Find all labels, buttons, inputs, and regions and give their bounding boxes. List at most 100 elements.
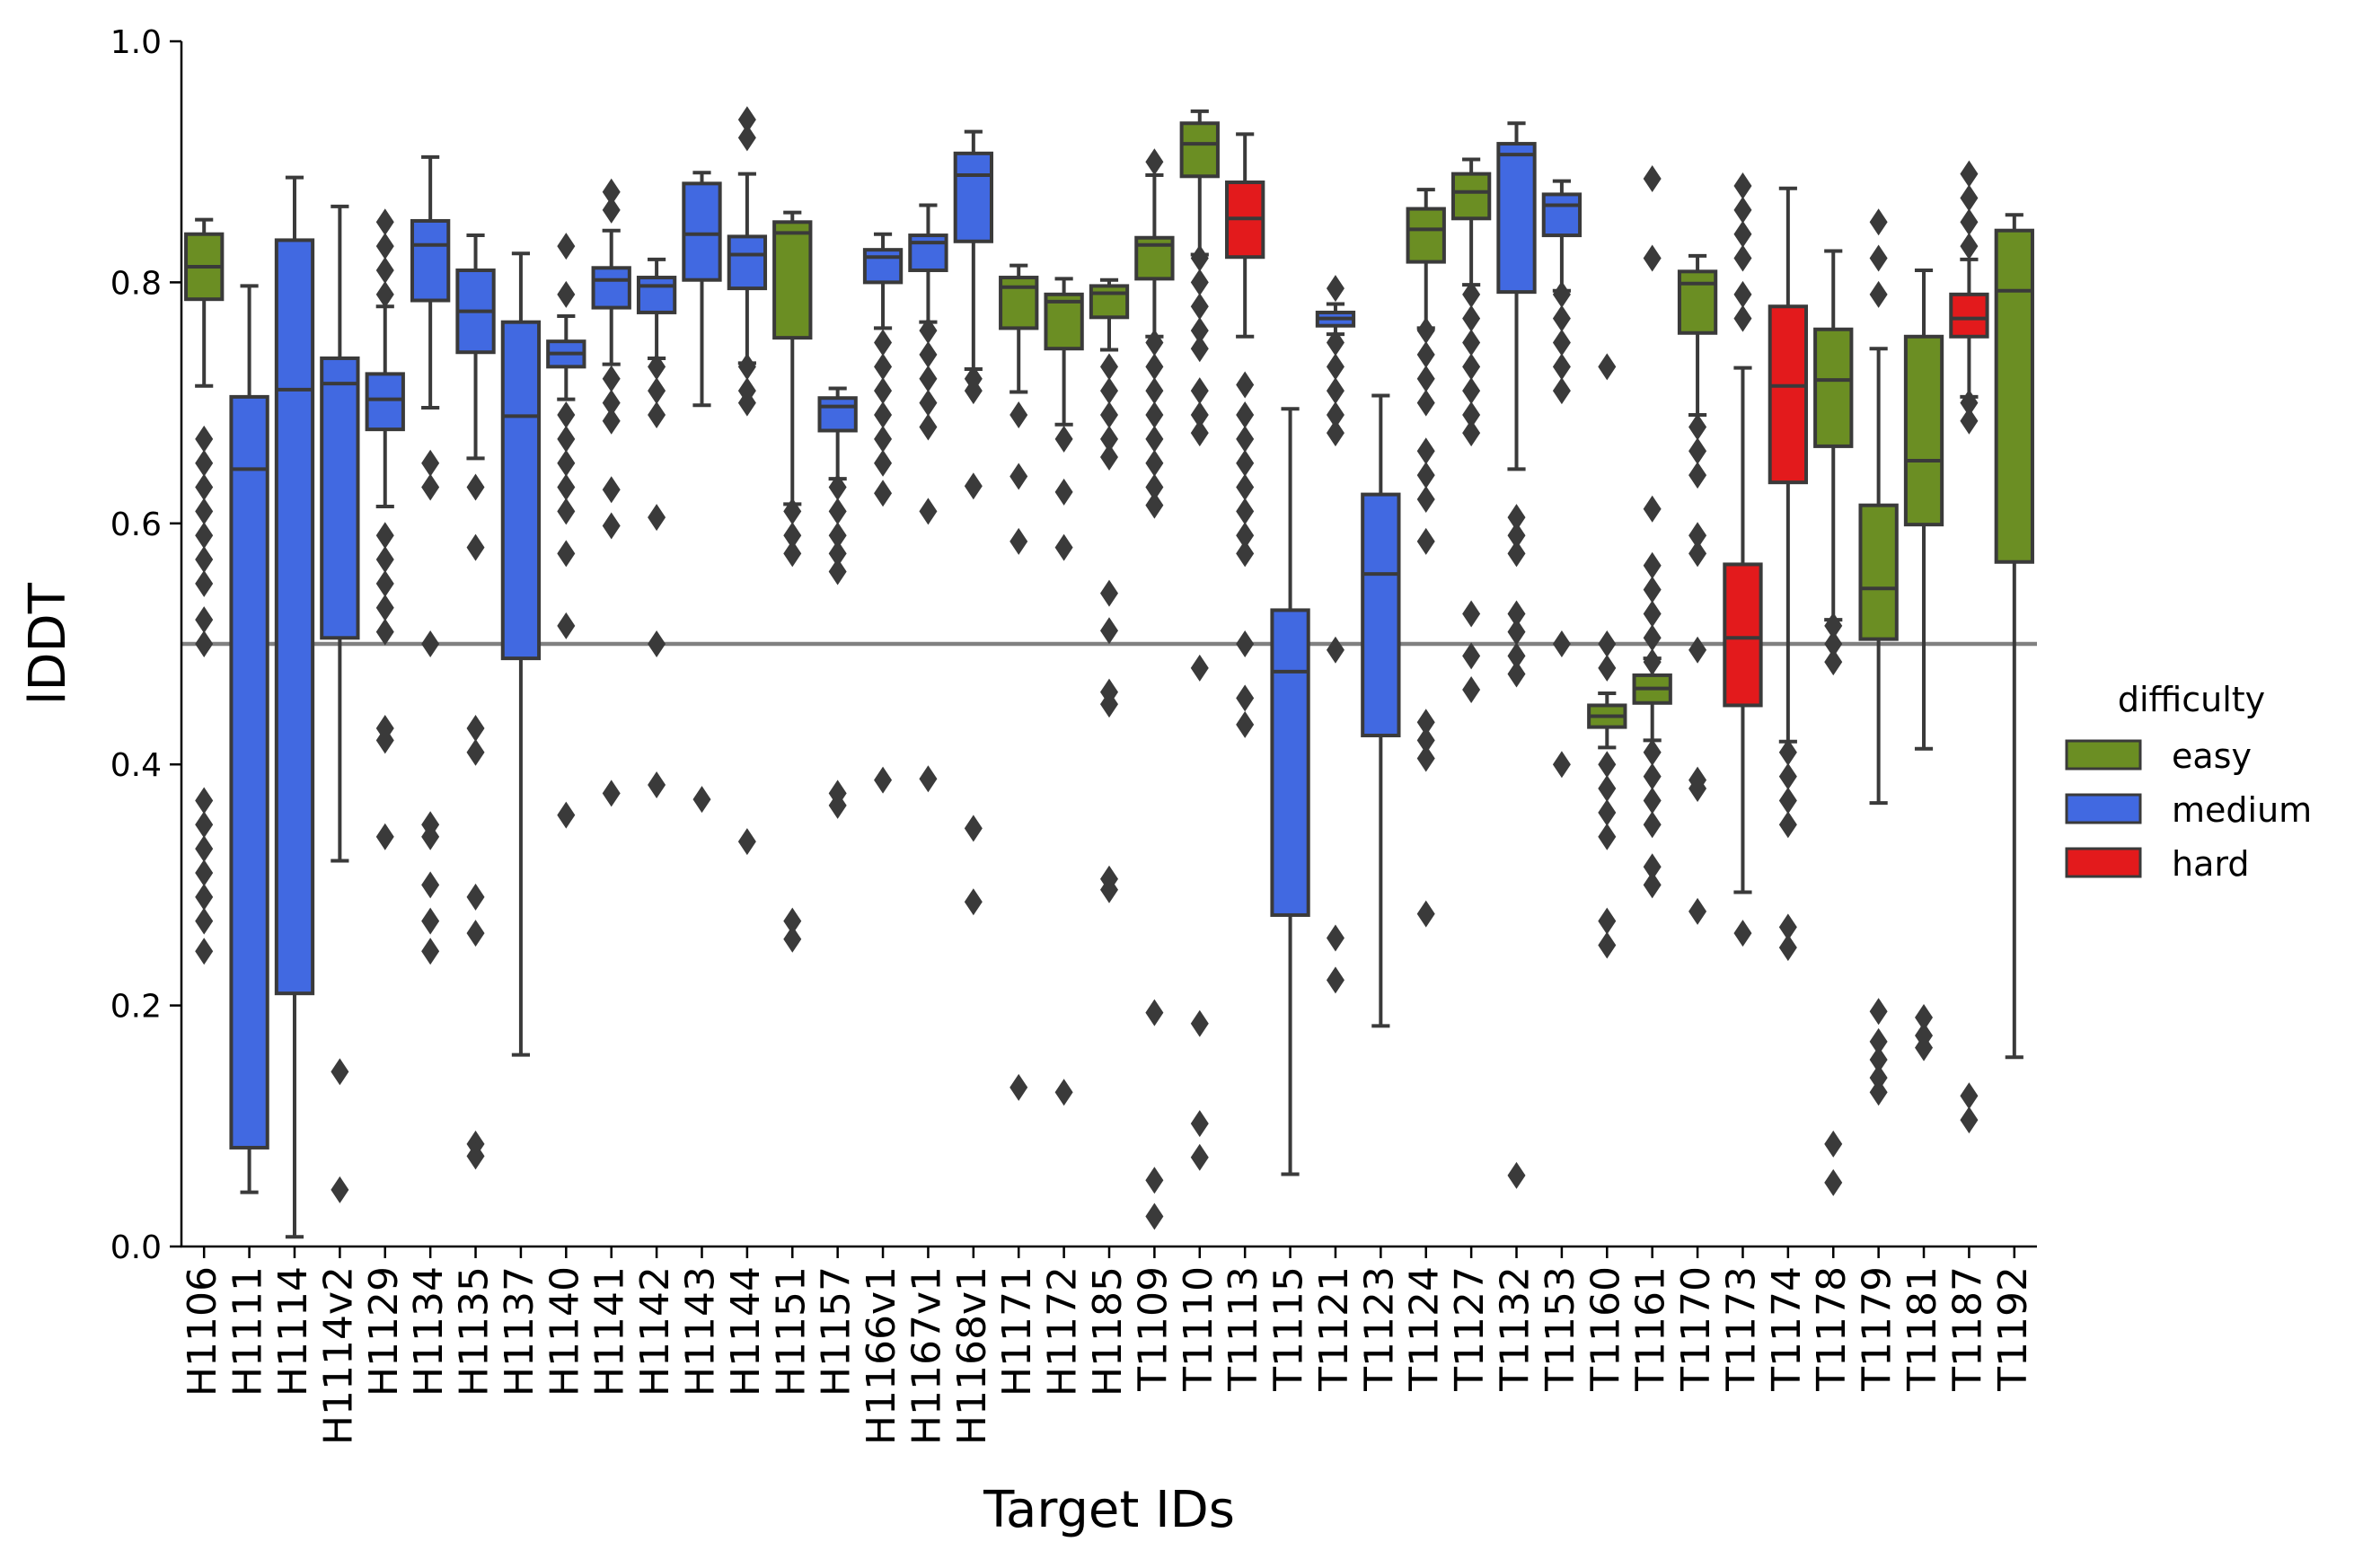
outlier-point [919, 340, 938, 368]
outlier-point [1416, 900, 1435, 928]
iqr-box [229, 394, 269, 1150]
outlier-point [783, 925, 802, 953]
outlier-point [375, 280, 394, 308]
outlier-point [1054, 478, 1073, 506]
outlier-point [557, 449, 576, 477]
box-H1143 [682, 171, 722, 814]
x-tick-label: T1161 [1628, 1266, 1674, 1392]
outlier-point [602, 389, 621, 417]
outlier-point [783, 540, 802, 568]
iqr-box [365, 372, 405, 432]
outlier-point [195, 546, 214, 574]
x-axis-ticks: H1106 H1111 H1114 H1114v2 H1129 H1134 H1135 H11… [180, 1246, 2036, 1445]
x-tick-label: T1187 [1944, 1266, 1990, 1392]
outlier-point [1145, 401, 1164, 429]
outlier-point [1824, 648, 1843, 676]
outlier-point [1598, 654, 1617, 682]
iqr-box [727, 234, 768, 291]
outlier-point [466, 473, 485, 501]
outlier-point [1190, 335, 1209, 363]
outlier-point [1960, 233, 1979, 260]
outlier-point [1643, 762, 1662, 790]
outlier-point [1733, 172, 1752, 200]
outlier-point [1688, 462, 1707, 489]
outlier-point [466, 1142, 485, 1170]
outlier-point [1145, 353, 1164, 381]
x-tick-label: T1113 [1221, 1266, 1266, 1392]
outlier-point [331, 1058, 349, 1086]
outlier-point [195, 569, 214, 597]
outlier-point [828, 791, 847, 819]
iqr-box [1044, 292, 1084, 351]
outlier-point [1100, 691, 1118, 718]
outlier-point [1190, 377, 1209, 405]
outlier-point [1643, 853, 1662, 881]
iqr-box [274, 238, 315, 996]
outlier-point [1869, 208, 1888, 236]
outlier-point [1236, 522, 1255, 550]
legend-title: difficulty [2118, 680, 2265, 719]
outlier-point [195, 787, 214, 815]
x-tick-label: H1134 [406, 1266, 452, 1396]
outlier-point [1100, 377, 1118, 405]
outlier-point [737, 353, 756, 381]
outlier-point [1416, 365, 1435, 392]
outlier-point [1960, 407, 1979, 435]
outlier-point [1462, 419, 1481, 447]
outlier-point [557, 473, 576, 501]
outlier-point [1643, 811, 1662, 839]
iqr-box [1949, 292, 1989, 339]
outlier-point [602, 476, 621, 504]
iqr-box [682, 181, 722, 282]
outlier-point [1145, 999, 1164, 1026]
outlier-point [557, 540, 576, 568]
iqr-box [772, 220, 813, 340]
outlier-point [421, 473, 440, 501]
y-tick-label: 0.2 [110, 989, 162, 1026]
outlier-point [1236, 401, 1255, 429]
box-H1129 [365, 208, 405, 850]
x-tick-label: H1141 [587, 1266, 633, 1396]
box-T1160 [1587, 353, 1627, 959]
outlier-point [1145, 491, 1164, 519]
iqr-box [953, 151, 993, 243]
outlier-point [1100, 401, 1118, 429]
outlier-point [828, 473, 847, 501]
outlier-point [1960, 1082, 1979, 1110]
iqr-box [1450, 172, 1492, 221]
legend-item-medium: medium [2065, 790, 2312, 830]
box-T1181 [1903, 268, 1944, 1061]
outlier-point [919, 765, 938, 793]
box-H1167v1 [908, 203, 948, 793]
iqr-box [1541, 192, 1583, 238]
outlier-point [195, 606, 214, 634]
outlier-point [1598, 751, 1617, 779]
outlier-point [1507, 660, 1526, 688]
y-axis-ticks: 0.0 0.2 0.4 0.6 0.8 1.0 [110, 24, 181, 1266]
outlier-point [195, 449, 214, 477]
x-tick-label: H1157 [814, 1266, 860, 1396]
outlier-point [1009, 462, 1028, 490]
outlier-point [919, 413, 938, 441]
iqr-box [1677, 269, 1718, 335]
y-tick-label: 1.0 [110, 24, 162, 61]
outlier-point [1778, 934, 1797, 962]
outlier-point [1552, 280, 1571, 308]
outlier-point [1100, 617, 1118, 645]
outlier-point [1688, 540, 1707, 568]
iqr-box [1270, 608, 1310, 917]
outlier-point [874, 766, 893, 794]
outlier-point [1190, 419, 1209, 447]
outlier-point [1462, 675, 1481, 703]
outlier-point [1054, 533, 1073, 561]
outlier-point [874, 480, 893, 507]
outlier-point [195, 938, 214, 965]
y-tick-label: 0.8 [110, 265, 162, 302]
box-H1144 [727, 106, 768, 856]
box-H1172 [1044, 277, 1084, 1106]
x-tick-label: H1135 [452, 1266, 498, 1396]
outlier-point [1236, 540, 1255, 568]
outlier-point [1145, 425, 1164, 453]
legend: difficulty easy medium hard [2065, 680, 2312, 884]
outlier-point [375, 594, 394, 621]
